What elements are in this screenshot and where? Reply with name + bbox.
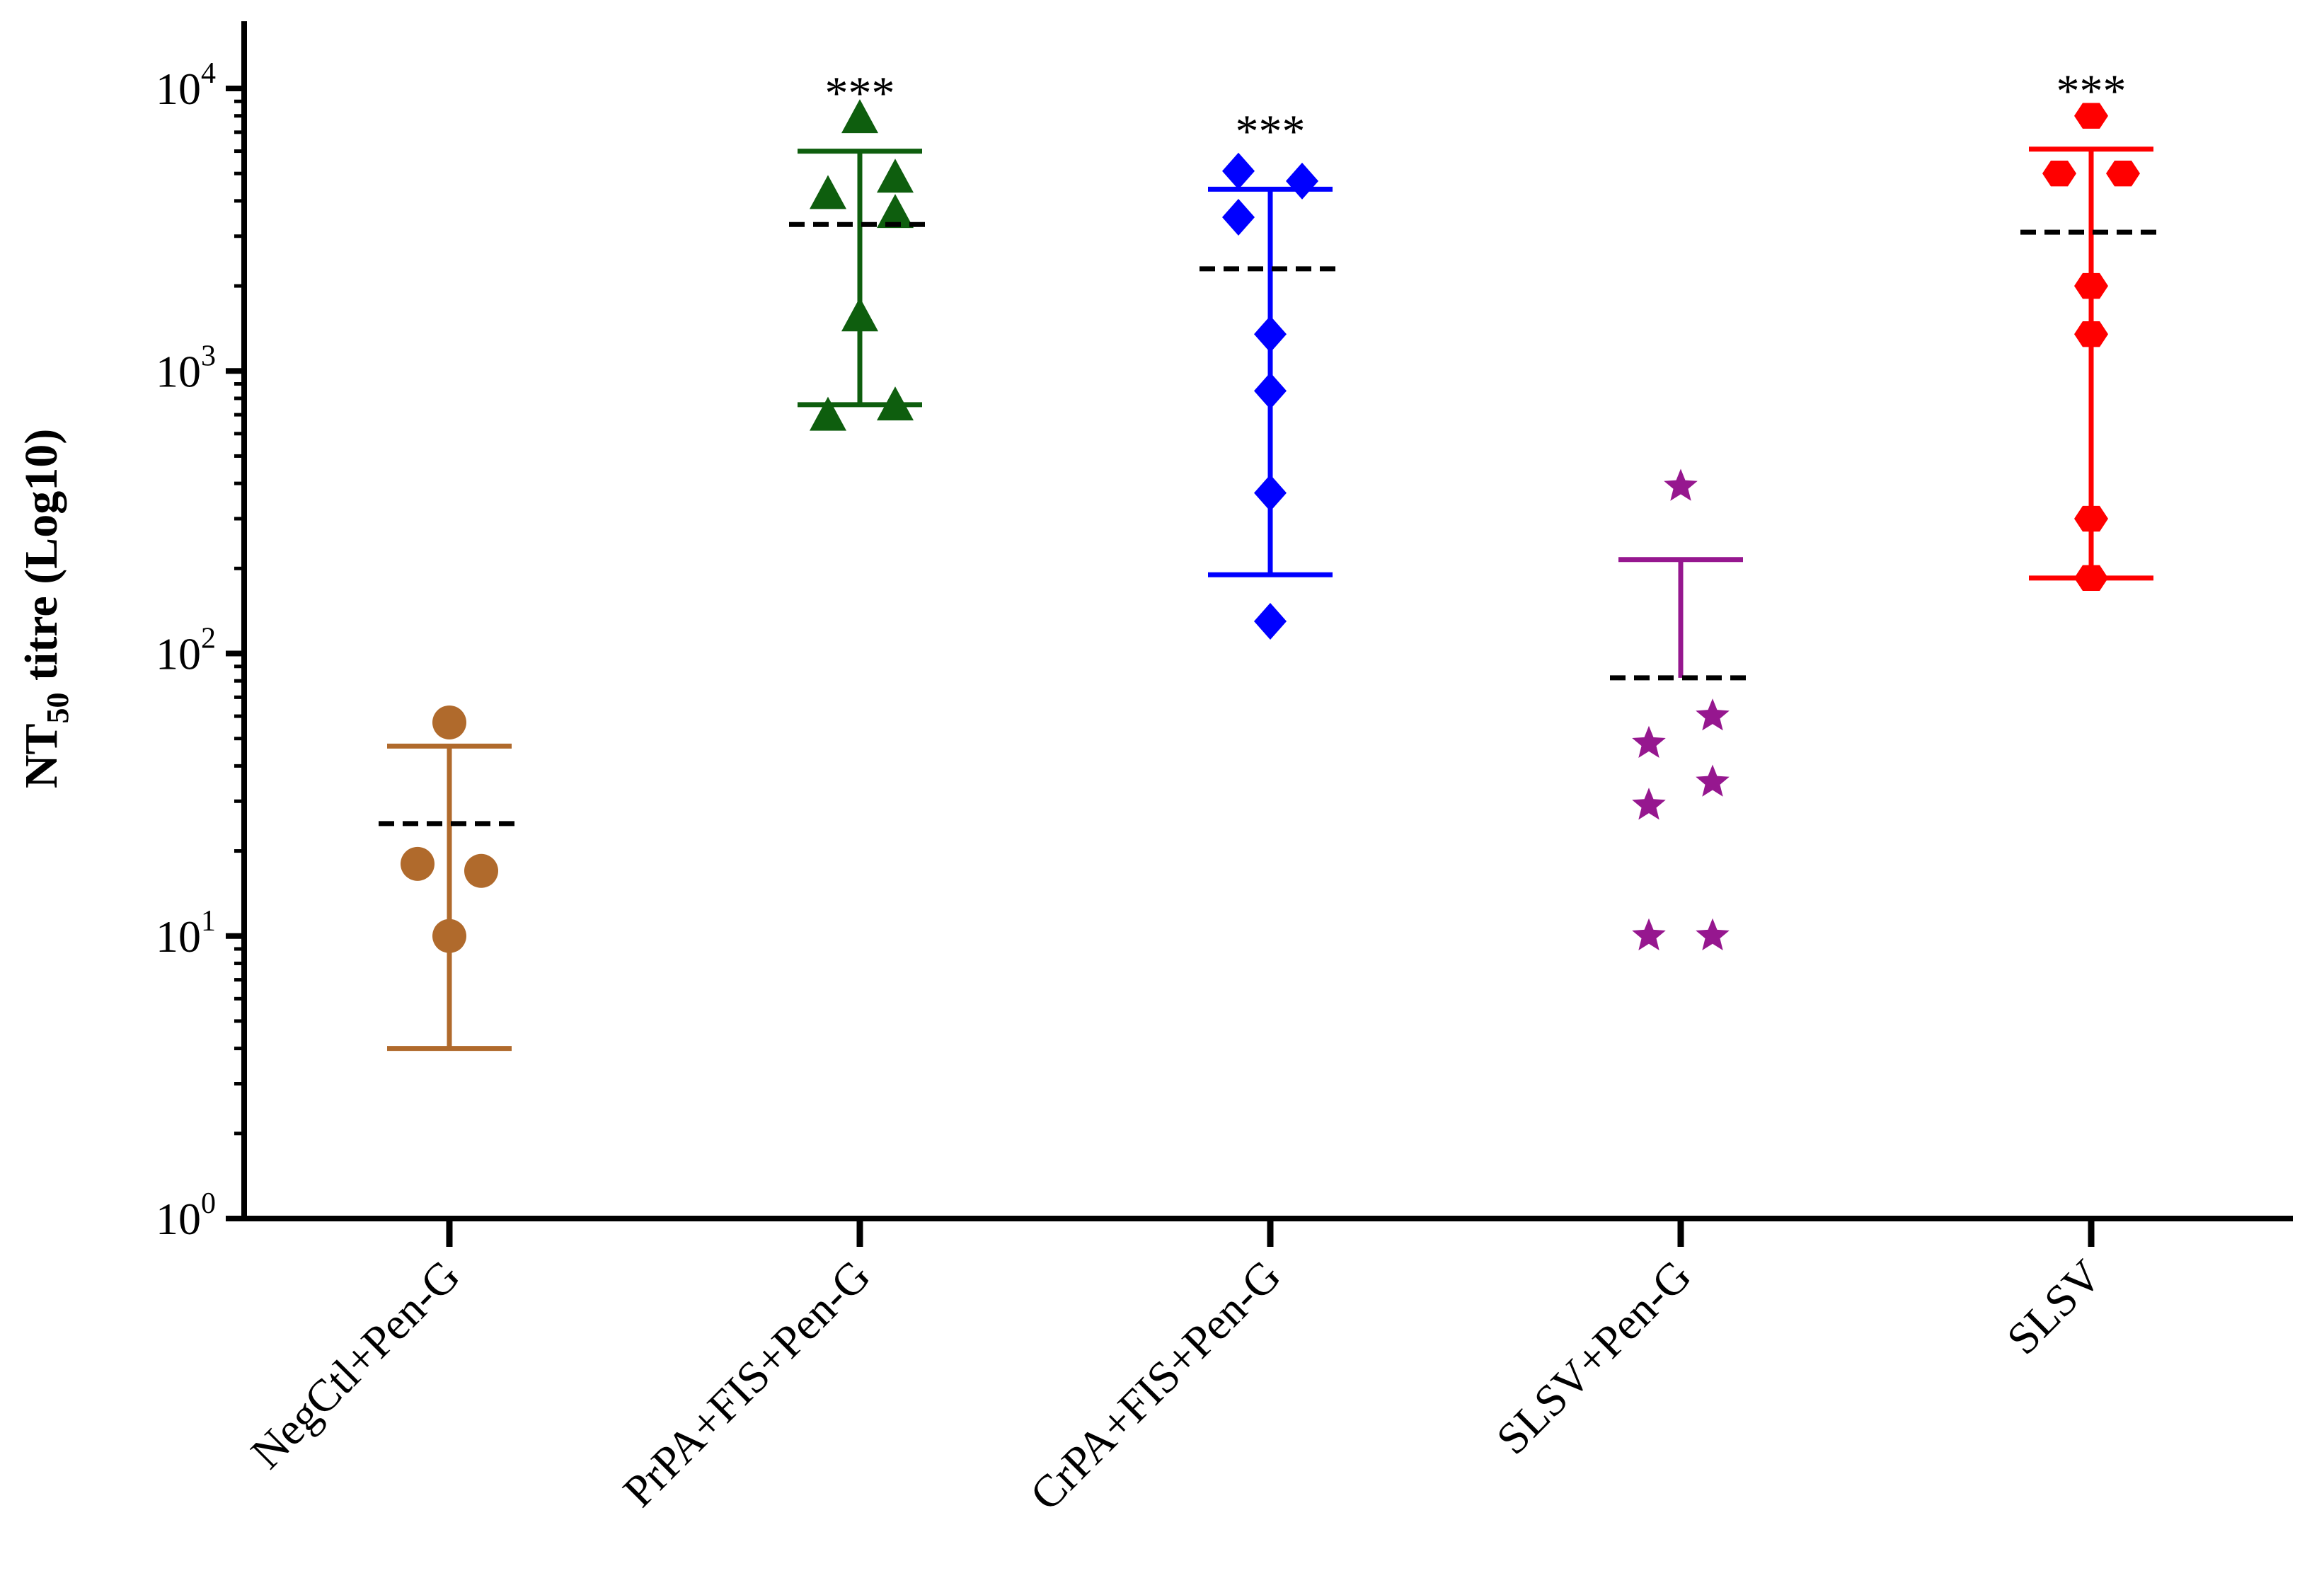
data-point: [1222, 199, 1255, 236]
y-axis-label-sub: 50: [40, 692, 75, 723]
data-point: [877, 386, 914, 421]
significance-label: ***: [825, 68, 895, 120]
y-tick-exponent: 1: [201, 905, 216, 938]
data-point: [1696, 698, 1730, 731]
y-tick-base: 10: [156, 64, 201, 114]
data-point: [2074, 103, 2108, 129]
y-axis-label-main: NT: [16, 723, 67, 788]
data-point: [810, 396, 846, 431]
significance-label: ***: [1236, 105, 1306, 157]
data-point: [1222, 152, 1255, 190]
y-tick-exponent: 3: [201, 340, 216, 372]
data-point: [2074, 565, 2108, 592]
data-point: [810, 175, 846, 209]
y-axis-label-rest: titre (Log10): [16, 429, 67, 693]
data-point: [1286, 162, 1318, 200]
data-point: [2074, 272, 2108, 299]
data-point: [1696, 764, 1730, 797]
data-point: [1632, 788, 1666, 820]
data-point: [1254, 603, 1287, 640]
y-tick-base: 10: [156, 629, 201, 679]
group-5: ***: [2020, 66, 2162, 592]
group-3: ***: [1200, 105, 1341, 640]
data-point: [1632, 918, 1666, 950]
data-point: [1254, 372, 1287, 410]
y-tick-label: 100: [156, 1187, 216, 1244]
data-point: [1664, 468, 1698, 501]
data-point: [1632, 725, 1666, 758]
data-point: [432, 705, 466, 739]
data-point: [1696, 918, 1730, 950]
data-point: [2106, 160, 2140, 187]
data-point: [464, 853, 498, 888]
group-2: ***: [789, 68, 931, 431]
groups-layer: *** *** ***: [379, 66, 2162, 1052]
data-point: [877, 159, 914, 193]
data-point: [2074, 505, 2108, 532]
data-point: [877, 194, 914, 229]
y-tick-exponent: 0: [201, 1187, 216, 1220]
y-tick-label: 104: [156, 57, 216, 114]
y-tick-base: 10: [156, 346, 201, 396]
data-point: [841, 99, 878, 134]
y-tick-base: 10: [156, 911, 201, 962]
y-tick-label: 102: [156, 623, 216, 679]
group-1: [379, 705, 520, 1052]
data-point: [432, 918, 466, 953]
y-tick-label: 103: [156, 340, 216, 396]
data-point: [1254, 474, 1287, 512]
data-point: [841, 297, 878, 332]
data-point: [1254, 316, 1287, 353]
data-point: [401, 846, 435, 881]
y-axis-label: NT50 titre (Log10): [16, 429, 75, 788]
significance-label: ***: [2056, 66, 2127, 117]
y-tick-exponent: 2: [201, 623, 216, 655]
group-4: [1610, 468, 1751, 950]
y-tick-base: 10: [156, 1194, 201, 1244]
data-point: [2074, 321, 2108, 347]
y-tick-label: 101: [156, 905, 216, 962]
data-point: [2042, 160, 2076, 187]
y-tick-exponent: 4: [201, 57, 216, 90]
